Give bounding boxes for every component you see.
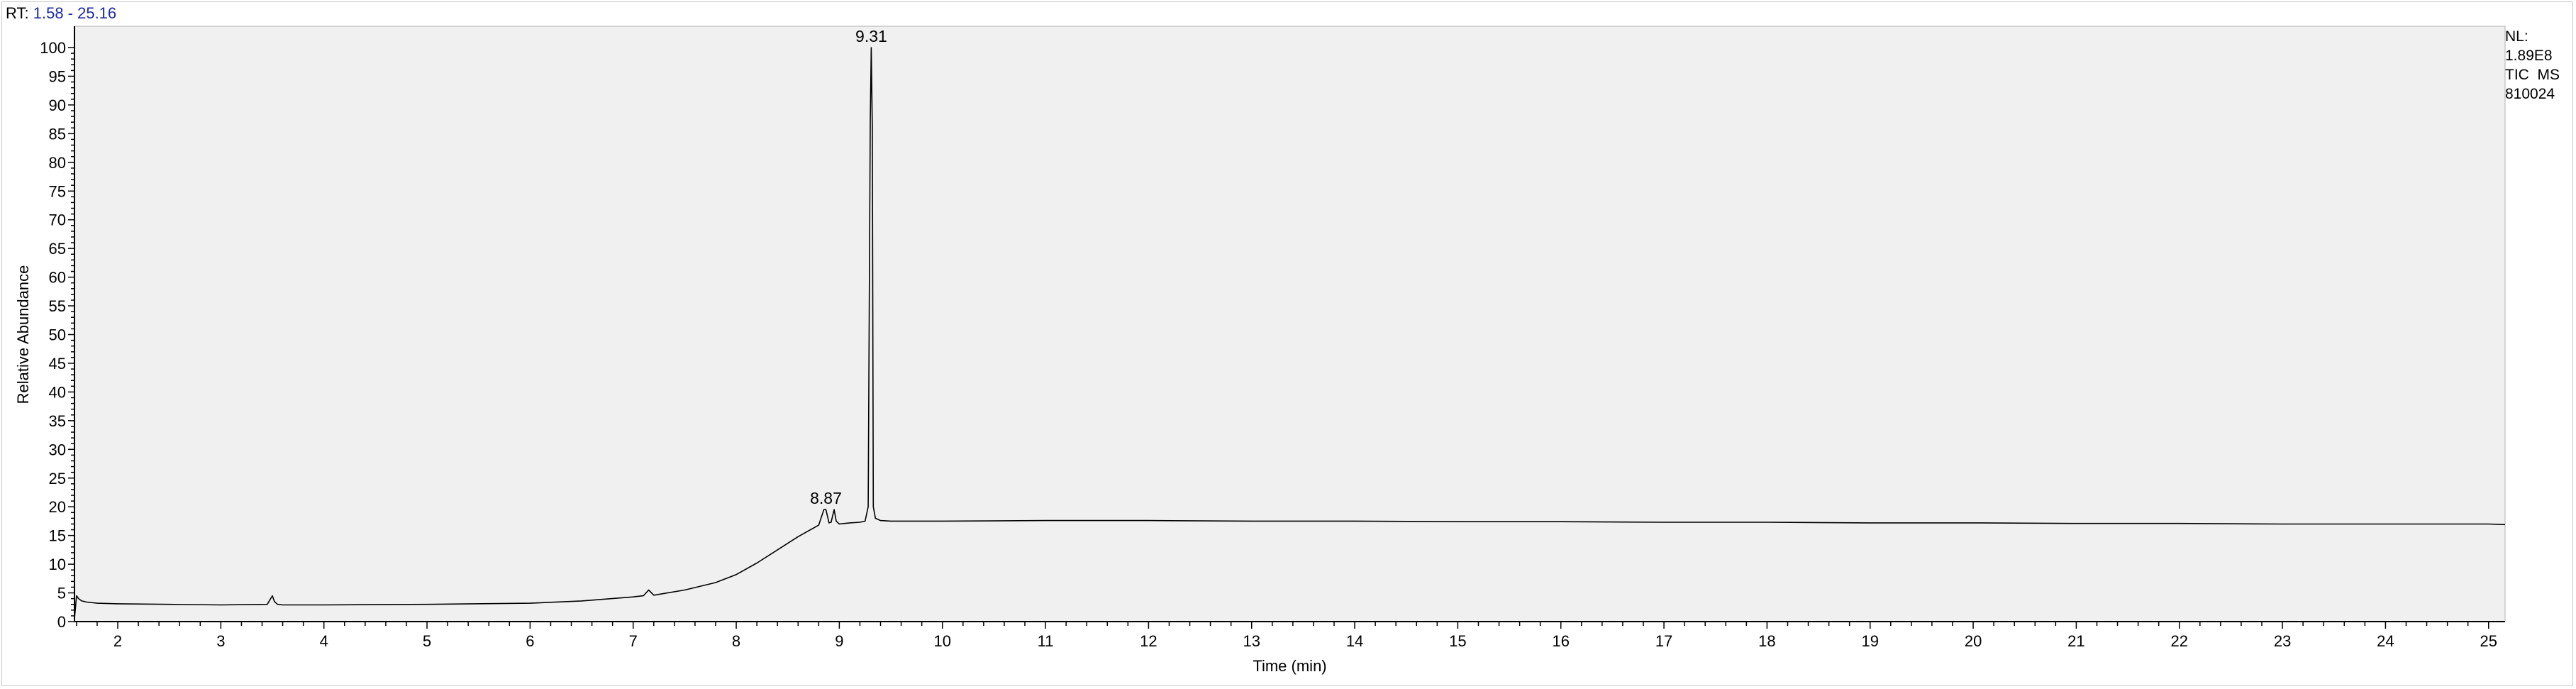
x-tick-label: 9	[835, 632, 843, 650]
x-tick-label: 20	[1965, 632, 1982, 650]
x-axis-ticks: 2 3 4 5 6 7 8 9 10 11 12 13 14 15 16 17 18 19 20 21 22 23 24 25	[76, 622, 2497, 650]
x-tick-label: 21	[2067, 632, 2084, 650]
y-tick-label: 100	[40, 39, 66, 57]
y-tick-label: 50	[49, 326, 66, 344]
x-tick-label: 13	[1243, 632, 1260, 650]
nl-label: NL:	[2505, 28, 2528, 45]
y-tick-label: 45	[49, 355, 66, 373]
plot-area	[74, 26, 2506, 622]
x-tick-label: 14	[1346, 632, 1363, 650]
x-tick-label: 4	[320, 632, 328, 650]
y-tick-label: 30	[49, 441, 66, 458]
y-axis-ticks: 0 5 10 15 20 25 30 35 40 45 50 55 60 65 70 75 80 85 90 95 10…	[40, 39, 74, 631]
tic-trace-line	[74, 47, 2506, 619]
x-tick-label: 5	[423, 632, 431, 650]
y-tick-label: 65	[49, 240, 66, 258]
nl-value: 1.89E8	[2505, 48, 2553, 64]
y-tick-label: 15	[49, 527, 66, 545]
y-tick-label: 35	[49, 412, 66, 430]
x-tick-label: 16	[1552, 632, 1569, 650]
peak-label: 8.87	[810, 489, 842, 507]
y-tick-label: 85	[49, 125, 66, 143]
y-tick-label: 90	[49, 97, 66, 114]
y-tick-label: 10	[49, 556, 66, 573]
y-tick-label: 40	[49, 383, 66, 401]
peak-labels: 8.87 9.31	[810, 27, 887, 507]
y-tick-label: 80	[49, 154, 66, 172]
y-tick-label: 20	[49, 498, 66, 516]
x-tick-label: 24	[2377, 632, 2394, 650]
trace-type: TIC MS	[2505, 67, 2560, 83]
rt-range-label: RT: 1.58 - 25.16	[6, 4, 116, 23]
normalization-info: NL: 1.89E8 TIC MS 810024	[2505, 27, 2560, 104]
y-axis-title: Relative Abundance	[14, 265, 32, 404]
y-tick-label: 60	[49, 269, 66, 287]
x-tick-label: 19	[1861, 632, 1878, 650]
y-tick-label: 25	[49, 470, 66, 487]
x-tick-label: 18	[1758, 632, 1775, 650]
x-tick-label: 6	[526, 632, 534, 650]
x-tick-label: 17	[1655, 632, 1672, 650]
x-tick-label: 12	[1140, 632, 1157, 650]
x-axis-title: Time (min)	[1253, 657, 1326, 675]
y-tick-label: 55	[49, 297, 66, 315]
y-tick-label: 0	[57, 613, 66, 631]
x-tick-label: 15	[1449, 632, 1466, 650]
x-tick-label: 2	[113, 632, 122, 650]
x-tick-label: 23	[2274, 632, 2291, 650]
rt-prefix: RT:	[6, 4, 29, 22]
y-tick-label: 5	[57, 585, 66, 602]
x-tick-label: 10	[933, 632, 950, 650]
y-tick-label: 70	[49, 211, 66, 229]
x-tick-label: 7	[629, 632, 638, 650]
x-tick-label: 3	[216, 632, 225, 650]
x-tick-label: 11	[1038, 632, 1054, 650]
peak-label: 9.31	[855, 27, 887, 45]
x-tick-label: 8	[732, 632, 740, 650]
file-name: 810024	[2505, 86, 2555, 102]
y-tick-label: 75	[49, 182, 66, 200]
rt-range-value: 1.58 - 25.16	[33, 4, 117, 22]
x-tick-label: 25	[2480, 632, 2497, 650]
y-tick-label: 95	[49, 67, 66, 85]
x-tick-label: 22	[2170, 632, 2187, 650]
